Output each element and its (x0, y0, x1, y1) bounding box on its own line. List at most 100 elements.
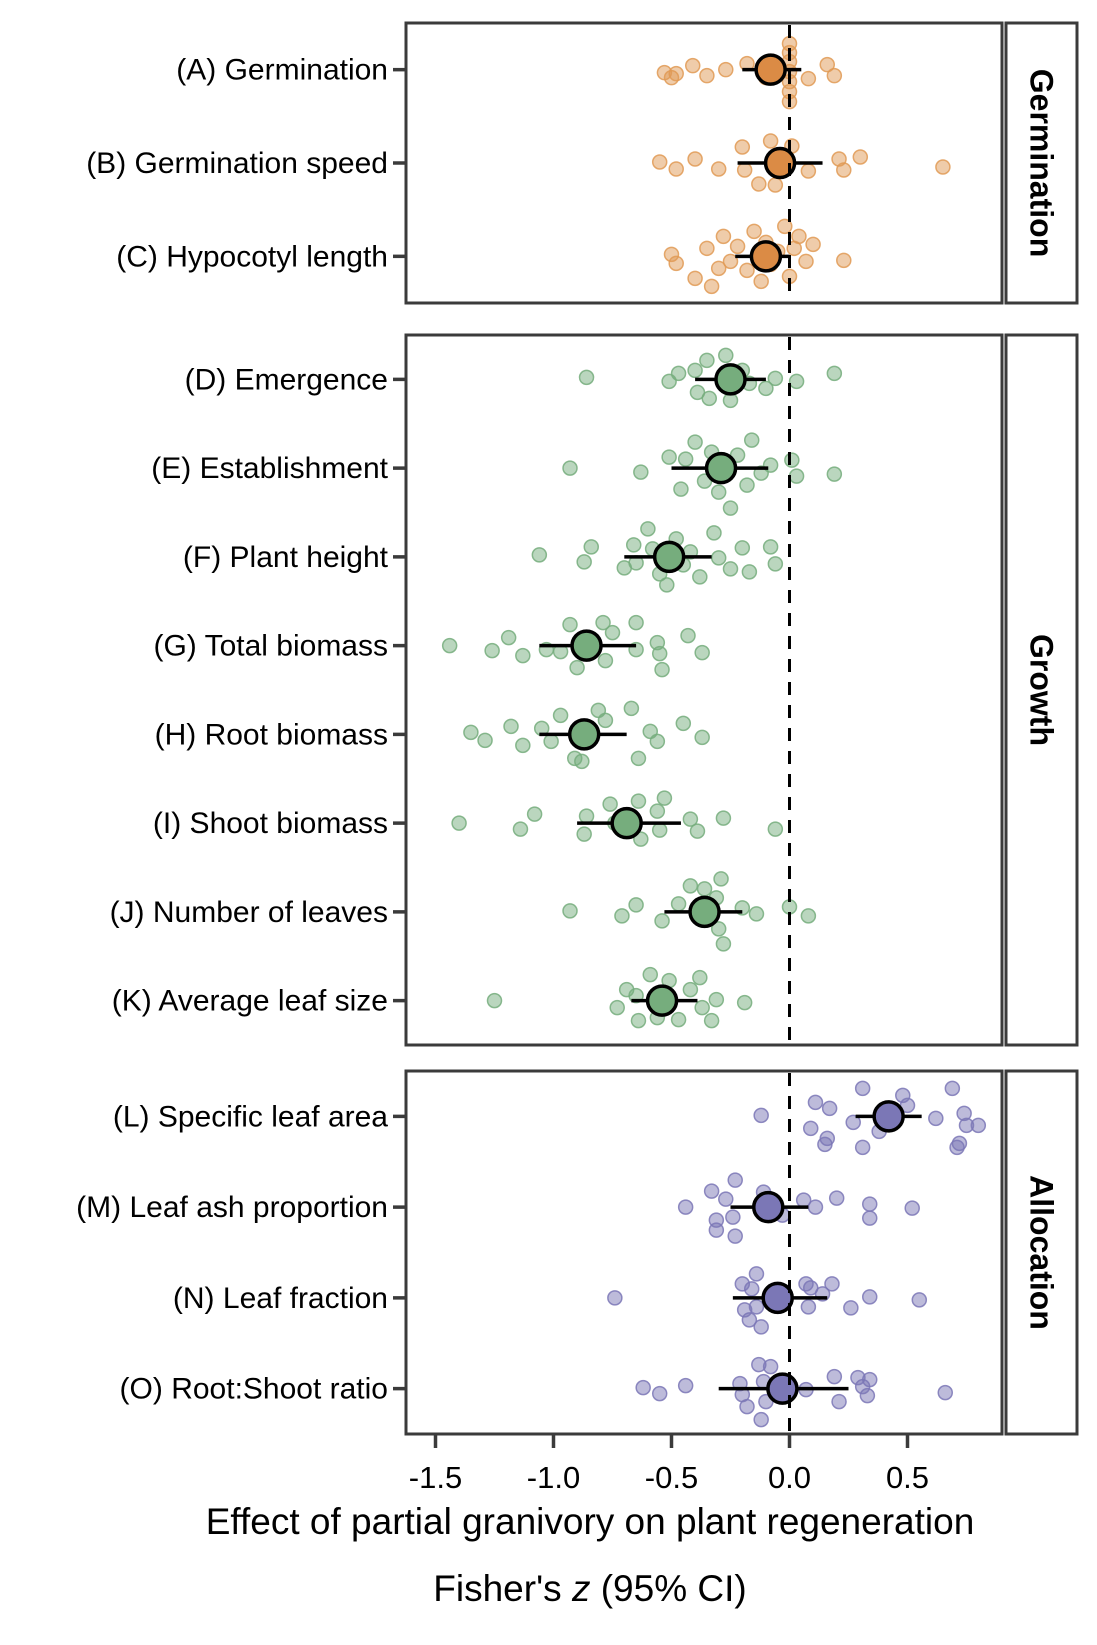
jitter-point (736, 162, 753, 178)
mean-point-I (610, 806, 643, 840)
jitter-point (836, 162, 852, 178)
jitter-point (710, 550, 727, 566)
jitter-point (576, 826, 592, 842)
jitter-point (635, 1379, 651, 1396)
jitter-point (734, 540, 751, 556)
jitter-point (602, 796, 618, 812)
mean-point-B (763, 146, 797, 180)
jitter-point (441, 637, 458, 654)
jitter-point (649, 733, 666, 750)
mean-point-N (761, 1281, 794, 1315)
jitter-point (861, 1289, 878, 1305)
jitter-point (500, 629, 517, 646)
panel-border (404, 1069, 1004, 1436)
jitter-point (682, 878, 699, 894)
jitter-point (531, 547, 548, 563)
row-D: (D) Emergence (185, 347, 843, 409)
jitter-point (715, 810, 732, 826)
jitter-point (791, 228, 807, 245)
jitter-point (630, 750, 647, 767)
jitter-point (800, 908, 817, 924)
strip-box (1004, 333, 1079, 1047)
jitter-point (694, 999, 710, 1016)
jitter-point (670, 896, 687, 912)
mean-point-E (704, 451, 738, 485)
row-N: (N) Leaf fraction (173, 1266, 928, 1335)
jitter-point (670, 365, 687, 382)
row-label-B: (B) Germination speed (86, 147, 388, 180)
jitter-point (722, 500, 739, 516)
mean-point-F (652, 540, 686, 574)
jitter-point (651, 822, 668, 838)
jitter-point (800, 1299, 817, 1315)
x-tick-label: -1.5 (409, 1460, 462, 1495)
jitter-point (753, 1411, 769, 1428)
jitter-point (843, 1300, 859, 1316)
panel-germination: Germination (A) Germination (B) Germinatio… (86, 21, 1079, 305)
mean-point-G (570, 629, 603, 662)
jitter-point (661, 449, 677, 465)
jitter-point (703, 1012, 720, 1029)
x-axis-title: Effect of partial granivory on plant reg… (206, 1501, 975, 1542)
row-label-M: (M) Leaf ash proportion (76, 1191, 388, 1224)
row-M: (M) Leaf ash proportion (76, 1172, 920, 1244)
jitter-point (640, 521, 656, 537)
jitter-point (670, 1011, 687, 1028)
row-label-H: (H) Root biomass (155, 718, 388, 751)
jitter-point (692, 569, 708, 585)
jitter-point (831, 1393, 847, 1410)
mean-point-O (766, 1372, 799, 1405)
jitter-point (751, 176, 767, 192)
jitter-point (748, 906, 765, 922)
jitter-point (526, 806, 543, 822)
jitter-point (484, 642, 500, 659)
row-O: (O) Root:Shoot ratio (120, 1356, 954, 1428)
jitter-point (515, 647, 531, 664)
jitter-point (710, 484, 727, 500)
jitter-point (753, 1107, 769, 1124)
jitter-point (595, 614, 611, 631)
jitter-point (807, 1199, 824, 1215)
jitter-point (703, 278, 720, 295)
jitter-point (609, 999, 625, 1016)
jitter-point (687, 434, 703, 450)
jitter-point (819, 1130, 836, 1147)
jitter-point (578, 369, 595, 386)
jitter-point (767, 556, 784, 572)
row-label-E: (E) Establishment (151, 452, 388, 485)
jitter-point (642, 966, 659, 983)
jitter-point (552, 707, 569, 724)
jitter-point (701, 390, 718, 407)
mean-point-C (749, 240, 783, 273)
jitter-point (684, 57, 701, 74)
row-J: (J) Number of leaves (110, 871, 817, 952)
jitter-point (826, 466, 843, 482)
row-L: (L) Specific leaf area (113, 1080, 987, 1156)
jitter-point (861, 1210, 878, 1226)
jitter-point (845, 1114, 861, 1131)
row-label-F: (F) Plant height (183, 541, 389, 574)
mean-point-J (688, 895, 721, 929)
jitter-point (743, 432, 760, 448)
chart-generated-layer: Germination (A) Germination (B) Germinatio… (76, 21, 1079, 1495)
jitter-point (649, 803, 666, 819)
jitter-point (699, 67, 715, 84)
jitter-point (651, 1385, 668, 1402)
jitter-point (718, 61, 734, 78)
x-tick-label: 0.0 (768, 1460, 811, 1495)
jitter-point (748, 1299, 765, 1315)
panel-border (404, 333, 1004, 1047)
jitter-point (597, 652, 614, 669)
jitter-point (706, 525, 722, 541)
row-C: (C) Hypocotyl length (116, 218, 852, 295)
jitter-point (944, 1080, 961, 1097)
jitter-point (562, 460, 578, 476)
jitter-point (758, 380, 774, 397)
jitter-point (727, 1172, 743, 1188)
mean-point-L (872, 1100, 905, 1133)
jitter-point (826, 67, 843, 84)
jitter-point (826, 1368, 843, 1385)
jitter-point (777, 218, 793, 235)
row-B: (B) Germination speed (86, 133, 951, 193)
